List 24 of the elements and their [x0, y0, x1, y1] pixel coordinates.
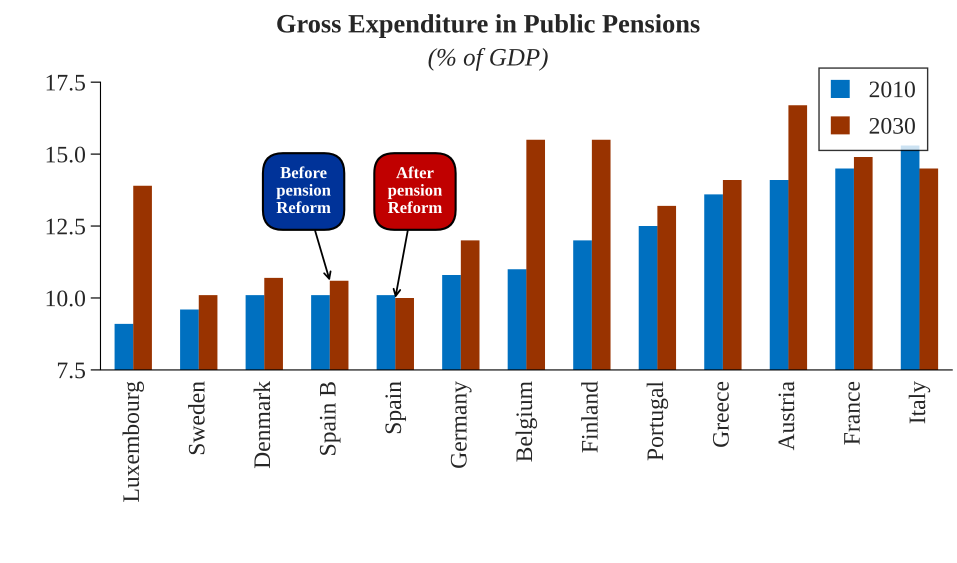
- legend-label: 2030: [870, 118, 915, 134]
- x-tick-label: France: [844, 382, 860, 445]
- chart-subtitle: (% of GDP): [428, 48, 548, 71]
- y-tick-label: 7.5: [58, 362, 85, 378]
- annotation: Before pension Reform: [276, 166, 331, 214]
- x-tick-label: Spain B: [320, 382, 341, 455]
- x-tick-label: Germany: [450, 381, 472, 468]
- x-tick-label: Belgium: [516, 381, 538, 462]
- y-tick-label: 12.5: [46, 218, 85, 235]
- x-tick-label: Spain: [385, 381, 406, 434]
- y-tick-label: 10.0: [46, 290, 85, 306]
- x-tick-label: Portugal: [646, 381, 668, 460]
- x-tick-label: Austria: [778, 381, 794, 450]
- x-tick-label: Italy: [908, 381, 930, 424]
- x-tick-label: Finland: [581, 381, 598, 452]
- x-tick-label: Sweden: [188, 381, 205, 454]
- y-tick-label: 15.0: [46, 146, 85, 163]
- x-tick-label: Luxembourg: [122, 381, 144, 502]
- x-tick-label: Greece: [712, 382, 729, 447]
- legend-label: 2010: [870, 81, 915, 98]
- x-tick-label: Denmark: [254, 381, 270, 468]
- chart-title: Gross Expenditure in Public Pensions: [277, 14, 700, 38]
- y-tick-label: 17.5: [46, 74, 85, 91]
- annotation: After pension Reform: [388, 166, 442, 214]
